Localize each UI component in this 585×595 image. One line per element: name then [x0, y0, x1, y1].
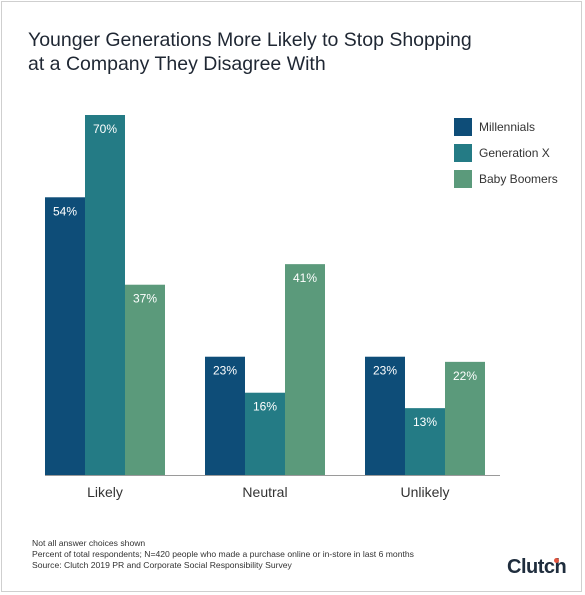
bar-neutral-millennials — [205, 356, 245, 475]
legend-item-generation-x: Generation X — [454, 143, 558, 162]
bar-likely-generation-x — [85, 115, 125, 475]
data-label-unlikely-baby-boomers: 22% — [453, 369, 477, 383]
footnote-source: Source: Clutch 2019 PR and Corporate Soc… — [32, 560, 292, 570]
data-label-neutral-generation-x: 16% — [253, 400, 277, 414]
footnote-2: Percent of total respondents; N=420 peop… — [32, 549, 414, 559]
clutch-logo: Clutch — [507, 556, 567, 579]
legend: Millennials Generation X Baby Boomers — [454, 117, 558, 195]
bar-unlikely-millennials — [365, 356, 405, 475]
clutch-logo-text: Clutch — [507, 556, 567, 578]
clutch-logo-dot — [554, 558, 559, 563]
data-label-neutral-millennials: 23% — [213, 364, 237, 378]
data-label-unlikely-millennials: 23% — [373, 364, 397, 378]
chart-title: Younger Generations More Likely to Stop … — [28, 28, 498, 76]
bar-likely-baby-boomers — [125, 284, 165, 475]
chart-title-line-2: at a Company They Disagree With — [28, 53, 326, 75]
bar-likely-millennials — [45, 197, 85, 476]
bar-unlikely-generation-x — [405, 408, 445, 475]
footnote-1: Not all answer choices shown — [32, 538, 146, 548]
legend-label-millennials: Millennials — [479, 119, 536, 134]
legend-item-millennials: Millennials — [454, 117, 558, 136]
legend-item-baby-boomers: Baby Boomers — [454, 169, 558, 188]
legend-label-baby-boomers: Baby Boomers — [479, 171, 558, 186]
x-tick-label-unlikely: Unlikely — [400, 484, 449, 500]
bar-neutral-generation-x — [245, 392, 285, 475]
chart-title-line-1: Younger Generations More Likely to Stop … — [28, 29, 472, 51]
data-label-unlikely-generation-x: 13% — [413, 415, 437, 429]
legend-label-generation-x: Generation X — [479, 145, 550, 160]
bar-unlikely-baby-boomers — [445, 361, 485, 475]
x-tick-label-neutral: Neutral — [242, 484, 287, 500]
legend-swatch-generation-x — [454, 143, 472, 162]
legend-swatch-millennials — [454, 117, 472, 136]
x-tick-label-likely: Likely — [87, 484, 123, 500]
data-label-likely-baby-boomers: 37% — [133, 292, 157, 306]
data-label-likely-millennials: 54% — [53, 204, 77, 218]
legend-swatch-baby-boomers — [454, 169, 472, 188]
bar-neutral-baby-boomers — [285, 264, 325, 475]
data-label-likely-generation-x: 70% — [93, 122, 117, 136]
data-label-neutral-baby-boomers: 41% — [293, 271, 317, 285]
footnotes: Not all answer choices shown Percent of … — [32, 538, 414, 571]
